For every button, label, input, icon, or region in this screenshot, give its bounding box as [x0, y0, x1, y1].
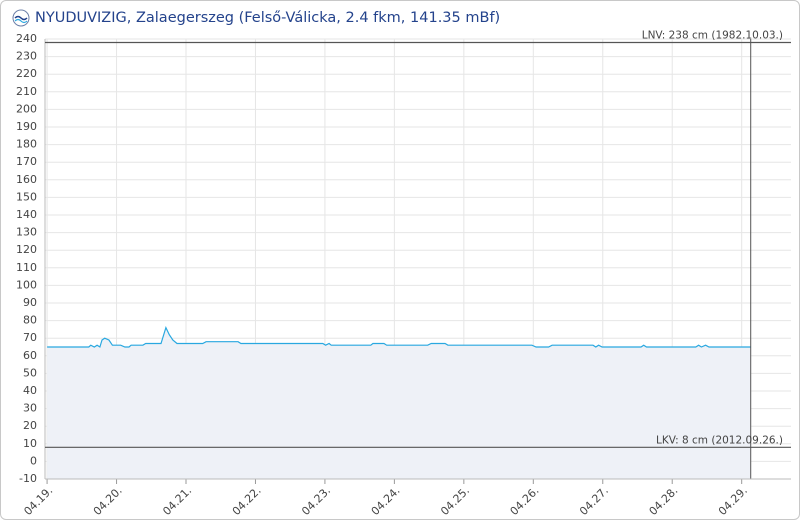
- y-tick-label: 150: [16, 190, 37, 203]
- x-tick-label: 04.26.: [508, 484, 542, 518]
- y-tick-label: 20: [23, 419, 37, 432]
- y-tick-label: 170: [16, 155, 37, 168]
- y-tick-label: 90: [23, 296, 37, 309]
- y-tick-label: 130: [16, 226, 37, 239]
- y-tick-label: 60: [23, 349, 37, 362]
- y-tick-label: 230: [16, 50, 37, 63]
- y-tick-label: 100: [16, 278, 37, 291]
- y-tick-label: 10: [23, 437, 37, 450]
- y-tick-label: -10: [19, 472, 37, 485]
- x-tick-label: 04.19.: [21, 484, 55, 518]
- x-tick-label: 04.22.: [230, 484, 264, 518]
- x-tick-label: 04.24.: [369, 484, 403, 518]
- chart-title: NYUDUVIZIG, Zalaegerszeg (Felső-Válicka,…: [35, 10, 500, 26]
- y-tick-label: 140: [16, 208, 37, 221]
- y-tick-label: 210: [16, 85, 37, 98]
- y-tick-label: 50: [23, 366, 37, 379]
- y-tick-label: 120: [16, 243, 37, 256]
- x-tick-label: 04.28.: [647, 484, 681, 518]
- y-tick-label: 30: [23, 402, 37, 415]
- y-tick-label: 190: [16, 120, 37, 133]
- y-tick-label: 110: [16, 261, 37, 274]
- area: [47, 327, 751, 479]
- x-tick-label: 04.20.: [91, 484, 125, 518]
- y-tick-label: 240: [16, 32, 37, 45]
- y-tick-label: 70: [23, 331, 37, 344]
- logo-icon: [12, 9, 30, 27]
- x-tick-label: 04.23.: [299, 484, 333, 518]
- x-tick-label: 04.27.: [577, 484, 611, 518]
- reference-label: LNV: 238 cm (1982.10.03.): [642, 30, 783, 42]
- reference-label: LKV: 8 cm (2012.09.26.): [656, 434, 783, 446]
- x-tick-label: 04.25.: [438, 484, 472, 518]
- x-tick-label: 04.29.: [716, 484, 750, 518]
- line: [47, 325, 751, 348]
- y-tick-label: 40: [23, 384, 37, 397]
- y-tick-label: 180: [16, 138, 37, 151]
- x-tick-label: 04.21.: [160, 484, 194, 518]
- y-tick-label: 220: [16, 67, 37, 80]
- y-tick-label: 80: [23, 314, 37, 327]
- y-tick-label: 0: [30, 454, 37, 467]
- y-tick-label: 200: [16, 102, 37, 115]
- y-tick-label: 160: [16, 173, 37, 186]
